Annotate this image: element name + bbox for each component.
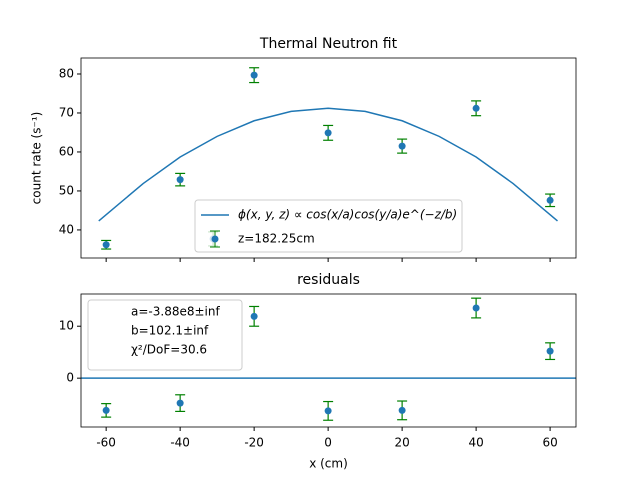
y-tick-label: 80 — [59, 66, 74, 80]
data-point — [324, 129, 332, 137]
y-tick-label: 50 — [59, 183, 74, 197]
data-point — [398, 406, 406, 414]
legend-annotation: b=102.1±inf — [131, 324, 209, 338]
plot-area — [81, 297, 576, 421]
data-point — [398, 142, 406, 150]
data-point — [102, 406, 110, 414]
data-point — [546, 347, 554, 355]
data-point — [250, 71, 258, 79]
axes-title: Thermal Neutron fit — [259, 36, 398, 52]
legend-box — [87, 299, 243, 371]
x-tick-label: -40 — [170, 436, 190, 450]
data-point — [102, 241, 110, 249]
x-tick-label: 60 — [542, 436, 557, 450]
fit-line — [98, 107, 558, 222]
data-point — [176, 176, 184, 184]
x-tick-label: 20 — [394, 436, 409, 450]
axes-frame — [80, 293, 577, 428]
x-axis-label: x (cm) — [309, 457, 348, 471]
axes-title: residuals — [297, 272, 360, 288]
legend-marker — [211, 235, 219, 243]
x-tick-label: -20 — [244, 436, 264, 450]
y-tick-label: 10 — [59, 319, 74, 333]
legend-label: z=182.25cm — [238, 232, 315, 246]
y-tick-label: 60 — [59, 144, 74, 158]
data-point — [472, 104, 480, 112]
x-tick-label: 40 — [468, 436, 483, 450]
legend-annotation: χ²/DoF=30.6 — [131, 343, 207, 357]
data-point — [324, 407, 332, 415]
y-tick-label: 70 — [59, 105, 74, 119]
legend-label: ϕ(x, y, z) ∝ cos(x/a)cos(y/a)e^(−z/b) — [238, 208, 457, 222]
data-point — [472, 304, 480, 312]
y-tick-label: 40 — [59, 222, 74, 236]
data-point — [250, 312, 258, 320]
y-axis-label: count rate (s⁻¹) — [30, 112, 44, 205]
axes-frame — [80, 57, 577, 259]
x-tick-label: 0 — [324, 436, 332, 450]
legend-box — [194, 199, 463, 253]
data-point — [546, 196, 554, 204]
legend-annotation: a=-3.88e8±inf — [131, 305, 220, 319]
y-tick-label: 0 — [66, 371, 74, 385]
data-point — [176, 399, 184, 407]
x-tick-label: -60 — [96, 436, 116, 450]
